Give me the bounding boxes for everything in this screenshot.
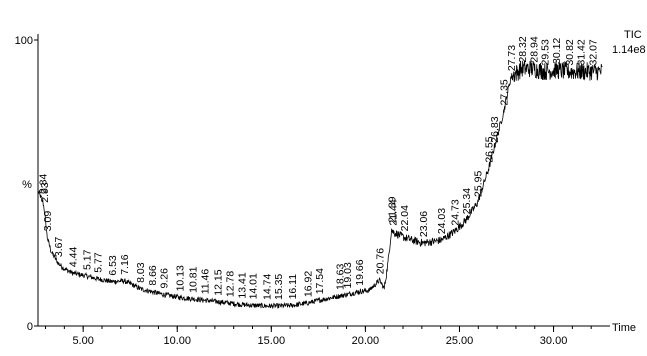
peak-label: 22.04 [399, 205, 411, 231]
trace-label: TIC [624, 29, 642, 41]
peak-label: 7.16 [119, 254, 131, 275]
peak-label: 3.09 [42, 211, 54, 232]
peak-label: 8.03 [135, 262, 147, 283]
peak-label: 27.35 [499, 79, 511, 105]
peak-label: 6.53 [107, 255, 119, 276]
peak-label: 24.73 [449, 199, 461, 225]
x-tick-label: 15.00 [258, 335, 286, 347]
x-tick-label: 5.00 [72, 335, 93, 347]
y-axis-label: % [22, 179, 32, 191]
peak-label: 17.54 [314, 268, 326, 294]
y-tick-label: 100 [15, 35, 33, 47]
peak-label: 23.06 [418, 211, 430, 237]
peak-label: 26.83 [489, 116, 501, 142]
peak-label: 16.11 [287, 274, 299, 300]
peak-label: 25.95 [472, 171, 484, 197]
peak-label: 12.15 [213, 269, 225, 295]
peak-label: 4.44 [68, 246, 80, 267]
peak-label: 15.35 [273, 274, 285, 300]
peak-label: 16.92 [302, 271, 314, 297]
peak-label: 28.94 [529, 36, 541, 62]
peak-label: 2.93 [39, 182, 51, 203]
peak-label: 18.63 [335, 264, 347, 290]
peak-label: 27.73 [506, 45, 518, 71]
peak-label: 30.12 [551, 38, 563, 64]
tic-series-line [37, 60, 603, 309]
y-tick-label: 0 [27, 321, 33, 333]
peak-label: 14.74 [261, 274, 273, 300]
peak-label: 26.55 [484, 136, 496, 162]
x-tick-label: 30.00 [540, 335, 568, 347]
peak-labels: 2.842.93 3.09 3.67 4.44 5.17 5.77 6.53 7.16 8.03… [37, 36, 599, 300]
axis-ticks: 5.00 10.00 15.00 20.00 25.00 30.00 0 100 [15, 35, 592, 347]
peak-label: 13.41 [236, 272, 248, 298]
axes [37, 34, 610, 327]
x-tick-label: 20.00 [352, 335, 380, 347]
peak-label: 31.42 [575, 39, 587, 65]
peak-label: 19.66 [354, 259, 366, 285]
peak-label: 10.81 [188, 266, 200, 292]
peak-label: 3.67 [53, 236, 65, 257]
peak-label: 5.77 [93, 252, 105, 273]
peak-label: 30.82 [564, 39, 576, 65]
peak-label: 2.84 [37, 174, 49, 195]
peak-label: 20.76 [375, 248, 387, 274]
x-tick-label: 25.00 [446, 335, 474, 347]
peak-label: 21.44 [388, 199, 400, 225]
x-axis-label: Time [612, 322, 636, 334]
peak-label: 11.46 [200, 269, 212, 295]
intensity-label: 1.14e8 [612, 44, 646, 56]
peak-label: 10.13 [175, 265, 187, 291]
tic-trace [37, 60, 603, 309]
peak-label: 12.78 [225, 271, 237, 297]
peak-label: 19.03 [342, 262, 354, 288]
peak-label: 5.17 [81, 249, 93, 270]
peak-label: 29.53 [540, 39, 552, 65]
peak-label: 14.01 [248, 273, 260, 299]
x-tick-label: 10.00 [163, 335, 191, 347]
peak-label: 9.26 [158, 268, 170, 289]
peak-label: 25.34 [461, 188, 473, 214]
peak-label: 21.39 [386, 196, 398, 222]
peak-label: 8.66 [147, 265, 159, 286]
peak-label: 28.32 [517, 36, 529, 62]
peak-label: 32.07 [587, 39, 599, 65]
peak-label: 24.03 [436, 208, 448, 234]
